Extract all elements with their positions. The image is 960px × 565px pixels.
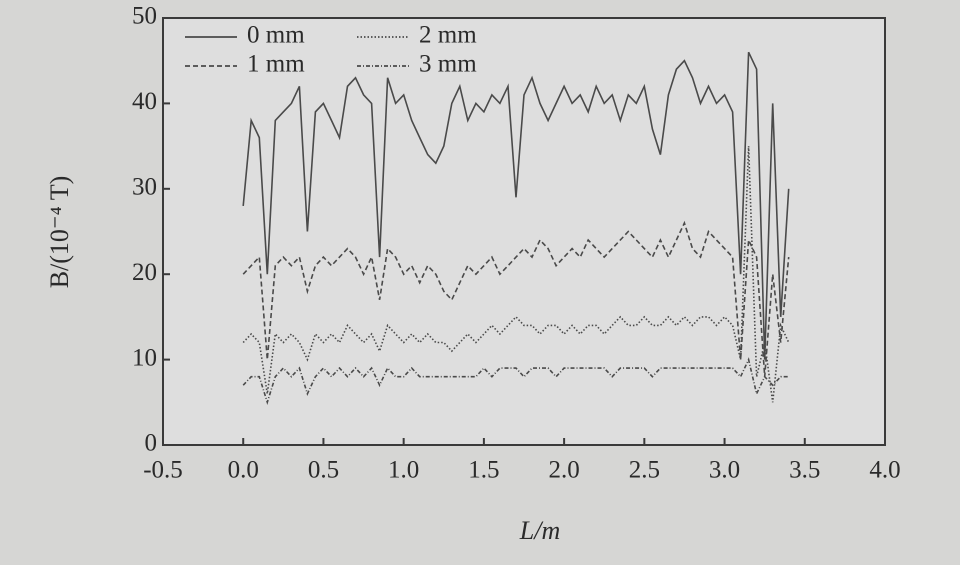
y-tick-label: 50 — [132, 3, 157, 30]
legend-label: 1 mm — [247, 51, 305, 78]
legend-label: 0 mm — [247, 22, 305, 49]
data-line — [242, 51, 790, 360]
legend-label: 3 mm — [419, 51, 477, 78]
legend-label: 2 mm — [419, 22, 477, 49]
data-line — [242, 220, 790, 377]
x-tick-label: 1.0 — [388, 457, 419, 484]
y-tick-label: 40 — [132, 88, 157, 115]
x-tick-label: -0.5 — [143, 457, 183, 484]
x-tick-label: 1.5 — [468, 457, 499, 484]
y-tick-label: 30 — [132, 174, 157, 201]
x-tick-label: 3.0 — [709, 457, 740, 484]
x-tick-label: 2.0 — [548, 457, 579, 484]
x-tick-label: 0.0 — [228, 457, 259, 484]
y-tick-label: 10 — [132, 344, 157, 371]
y-tick-label: 0 — [145, 430, 158, 457]
x-tick-label: 2.5 — [629, 457, 660, 484]
y-axis-title: B/(10⁻⁴ T) — [45, 176, 74, 289]
x-axis-title: L/m — [519, 516, 560, 545]
y-tick-label: 20 — [132, 259, 157, 286]
data-line — [242, 357, 789, 405]
x-tick-label: 4.0 — [869, 457, 900, 484]
x-tick-label: 3.5 — [789, 457, 820, 484]
x-tick-label: 0.5 — [308, 457, 339, 484]
